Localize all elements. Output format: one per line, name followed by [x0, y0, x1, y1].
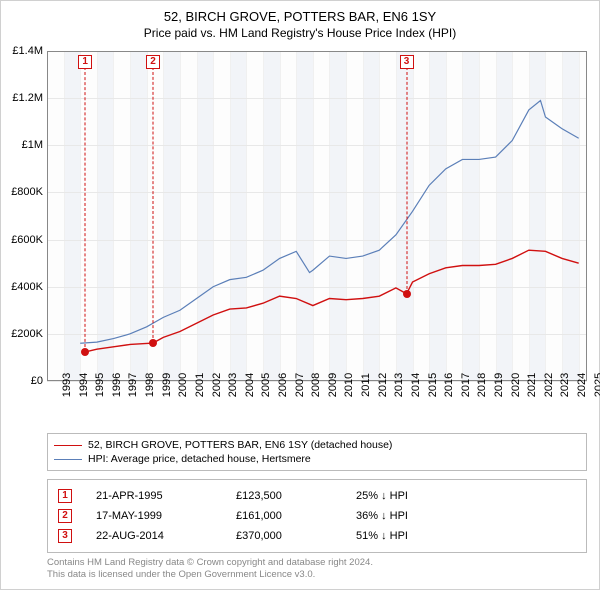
- chart-title: 52, BIRCH GROVE, POTTERS BAR, EN6 1SY: [1, 1, 599, 24]
- y-tick-label: £800K: [11, 186, 43, 198]
- sale-marker-2: 2: [146, 55, 160, 69]
- sale-date: 22-AUG-2014: [96, 530, 236, 542]
- legend-swatch: [54, 459, 82, 460]
- series-property: [85, 250, 578, 352]
- sale-date: 17-MAY-1999: [96, 510, 236, 522]
- legend-item: 52, BIRCH GROVE, POTTERS BAR, EN6 1SY (d…: [54, 438, 580, 452]
- chart-container: 52, BIRCH GROVE, POTTERS BAR, EN6 1SY Pr…: [0, 0, 600, 590]
- sale-dot-1: [81, 348, 89, 356]
- sale-dot-3: [403, 290, 411, 298]
- x-tick-label: 2025: [579, 373, 600, 397]
- sale-price: £370,000: [236, 530, 356, 542]
- y-tick-label: £1.2M: [12, 92, 43, 104]
- sale-delta: 36% ↓ HPI: [356, 510, 408, 522]
- sale-price: £161,000: [236, 510, 356, 522]
- sale-number-badge: 2: [58, 509, 72, 523]
- sale-row: 1 21-APR-1995£123,50025% ↓ HPI: [54, 486, 580, 506]
- sale-dot-2: [149, 339, 157, 347]
- sale-delta: 25% ↓ HPI: [356, 490, 408, 502]
- y-tick-label: £600K: [11, 234, 43, 246]
- legend: 52, BIRCH GROVE, POTTERS BAR, EN6 1SY (d…: [47, 433, 587, 471]
- y-tick-label: £200K: [11, 328, 43, 340]
- chart-subtitle: Price paid vs. HM Land Registry's House …: [1, 24, 599, 40]
- y-tick-label: £1.4M: [12, 45, 43, 57]
- legend-item: HPI: Average price, detached house, Hert…: [54, 452, 580, 466]
- sale-row: 2 17-MAY-1999£161,00036% ↓ HPI: [54, 506, 580, 526]
- y-tick-label: £400K: [11, 281, 43, 293]
- sale-row: 3 22-AUG-2014£370,00051% ↓ HPI: [54, 526, 580, 546]
- attribution-text: Contains HM Land Registry data © Crown c…: [47, 557, 373, 582]
- sale-number-badge: 3: [58, 529, 72, 543]
- series-hpi: [80, 101, 578, 344]
- legend-swatch: [54, 445, 82, 446]
- sale-date: 21-APR-1995: [96, 490, 236, 502]
- legend-label: HPI: Average price, detached house, Hert…: [88, 453, 311, 465]
- sale-marker-1: 1: [78, 55, 92, 69]
- y-tick-label: £1M: [22, 139, 43, 151]
- y-tick-label: £0: [31, 375, 43, 387]
- sale-marker-3: 3: [400, 55, 414, 69]
- sale-delta: 51% ↓ HPI: [356, 530, 408, 542]
- sale-number-badge: 1: [58, 489, 72, 503]
- sales-list: 1 21-APR-1995£123,50025% ↓ HPI 2 17-MAY-199…: [47, 479, 587, 553]
- legend-label: 52, BIRCH GROVE, POTTERS BAR, EN6 1SY (d…: [88, 439, 392, 451]
- plot-svg: [47, 51, 587, 381]
- sale-price: £123,500: [236, 490, 356, 502]
- plot-area: 1993199419951996199719981999200020012002…: [47, 51, 587, 381]
- attribution-line1: Contains HM Land Registry data © Crown c…: [47, 557, 373, 569]
- attribution-line2: This data is licensed under the Open Gov…: [47, 569, 373, 581]
